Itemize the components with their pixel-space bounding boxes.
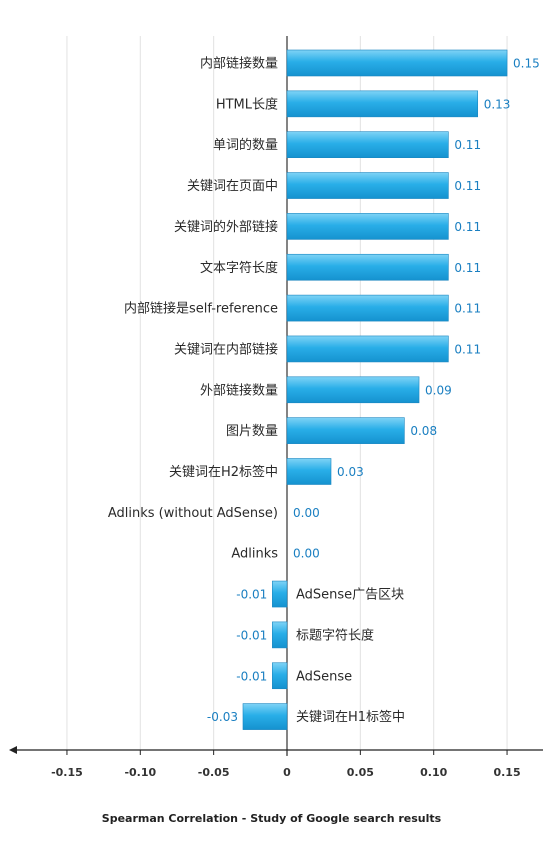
bar-4 — [286, 213, 449, 240]
value-label-16: -0.03 — [207, 710, 238, 724]
bar-1 — [286, 90, 479, 118]
value-label-12: 0.00 — [293, 547, 320, 561]
value-label-5: 0.11 — [454, 261, 481, 275]
category-label-2: 单词的数量 — [213, 137, 278, 153]
bar-chart: 内部链接数量 0.15 HTML长度 0.13 单词的数量 0.11 关键词在页面中 0.11… — [9, 36, 543, 779]
category-label-10: 关键词在H2标签中 — [169, 464, 278, 480]
bar-9 — [286, 417, 405, 444]
value-label-3: 0.11 — [454, 179, 481, 193]
chart-title: Spearman Correlation - Study of Google s… — [101, 812, 442, 825]
x-axis-arrow — [9, 746, 17, 754]
bar-8 — [286, 376, 420, 404]
bar-2 — [286, 131, 449, 158]
x-tick-label-0: -0.15 — [51, 766, 83, 779]
value-label-1: 0.13 — [484, 97, 511, 111]
x-tick-label-3: 0 — [283, 766, 291, 779]
category-label-15: AdSense — [296, 669, 352, 684]
category-label-1: HTML长度 — [216, 96, 278, 112]
value-label-2: 0.11 — [454, 138, 481, 152]
category-label-7: 关键词在内部链接 — [174, 341, 278, 357]
bar-16 — [242, 703, 288, 730]
category-label-12: Adlinks — [231, 547, 278, 562]
x-tick-label-6: 0.15 — [493, 766, 520, 779]
category-label-8: 外部链接数量 — [200, 382, 278, 398]
category-label-11: Adlinks (without AdSense) — [108, 506, 278, 521]
category-label-5: 文本字符长度 — [200, 260, 278, 276]
value-label-10: 0.03 — [337, 465, 364, 479]
value-label-4: 0.11 — [454, 220, 481, 234]
value-label-8: 0.09 — [425, 383, 452, 397]
bar-14 — [272, 621, 288, 649]
bar-7 — [286, 335, 449, 363]
bar-6 — [286, 294, 449, 322]
category-label-3: 关键词在页面中 — [187, 179, 278, 194]
value-label-13: -0.01 — [236, 588, 267, 602]
bar-10 — [286, 458, 332, 485]
value-label-0: 0.15 — [513, 57, 540, 71]
category-label-0: 内部链接数量 — [200, 56, 278, 72]
category-label-4: 关键词的外部链接 — [174, 219, 278, 235]
category-label-16: 关键词在H1标签中 — [296, 709, 405, 725]
x-tick-label-5: 0.10 — [420, 766, 447, 779]
x-tick-label-2: -0.05 — [198, 766, 230, 779]
category-label-13: AdSense广告区块 — [296, 588, 404, 603]
bar-5 — [286, 253, 449, 281]
category-label-6: 内部链接是self-reference — [124, 301, 278, 317]
value-label-6: 0.11 — [454, 302, 481, 316]
category-label-9: 图片数量 — [226, 424, 278, 439]
x-tick-label-4: 0.05 — [347, 766, 374, 779]
bar-0 — [286, 49, 508, 77]
category-label-14: 标题字符长度 — [296, 627, 374, 643]
bar-13 — [272, 580, 288, 608]
bar-15 — [272, 662, 288, 690]
value-label-9: 0.08 — [410, 424, 437, 438]
bar-3 — [286, 172, 449, 199]
value-label-15: -0.01 — [236, 669, 267, 683]
value-label-11: 0.00 — [293, 506, 320, 520]
x-tick-label-1: -0.10 — [124, 766, 156, 779]
value-label-14: -0.01 — [236, 628, 267, 642]
value-label-7: 0.11 — [454, 342, 481, 356]
